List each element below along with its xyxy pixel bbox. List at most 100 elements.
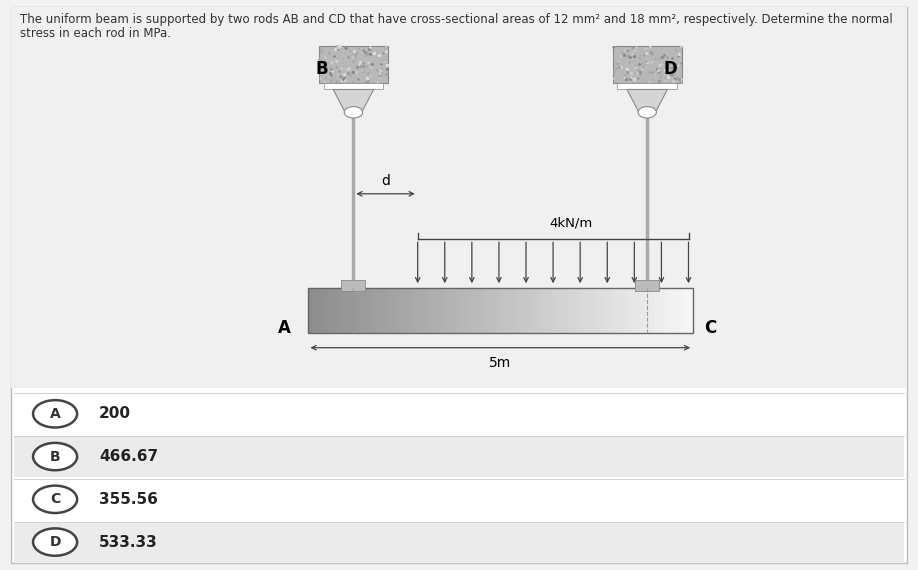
Bar: [524, 288, 529, 333]
Text: 533.33: 533.33: [99, 535, 158, 549]
Bar: [322, 288, 327, 333]
Bar: [472, 288, 476, 333]
Bar: [577, 288, 582, 333]
Circle shape: [33, 400, 77, 428]
Text: d: d: [381, 174, 390, 188]
Text: 5m: 5m: [489, 356, 511, 370]
Bar: [462, 288, 466, 333]
Bar: [476, 288, 481, 333]
Bar: [644, 288, 650, 333]
Bar: [520, 288, 524, 333]
Bar: [554, 288, 558, 333]
Bar: [351, 288, 356, 333]
Bar: [327, 288, 331, 333]
Bar: [337, 288, 341, 333]
Bar: [375, 288, 380, 333]
Bar: [688, 288, 693, 333]
Bar: [11, 7, 907, 388]
Text: The uniform beam is supported by two rods AB and CD that have cross-sectional ar: The uniform beam is supported by two rod…: [20, 13, 893, 26]
Bar: [650, 288, 655, 333]
Bar: [567, 288, 573, 333]
Bar: [14, 393, 904, 434]
Text: 466.67: 466.67: [99, 449, 158, 464]
Text: 4kN/m: 4kN/m: [550, 216, 593, 229]
Bar: [324, 83, 384, 89]
Text: B: B: [315, 60, 328, 78]
Bar: [539, 288, 543, 333]
Bar: [389, 288, 395, 333]
Bar: [543, 288, 549, 333]
Bar: [399, 288, 404, 333]
Bar: [14, 522, 904, 563]
Bar: [611, 288, 616, 333]
Bar: [308, 288, 312, 333]
Bar: [597, 288, 601, 333]
Bar: [635, 288, 640, 333]
Bar: [616, 288, 621, 333]
Bar: [356, 288, 361, 333]
Circle shape: [344, 107, 363, 118]
Bar: [635, 280, 659, 291]
Bar: [683, 288, 688, 333]
Bar: [331, 288, 337, 333]
Text: C: C: [50, 492, 61, 506]
Bar: [613, 46, 681, 83]
Bar: [423, 288, 428, 333]
Bar: [457, 288, 462, 333]
Polygon shape: [627, 89, 667, 112]
Bar: [14, 436, 904, 477]
Bar: [312, 288, 318, 333]
Bar: [665, 288, 669, 333]
Bar: [558, 288, 563, 333]
Bar: [318, 288, 322, 333]
Bar: [588, 288, 592, 333]
Bar: [621, 288, 626, 333]
Text: 200: 200: [99, 406, 131, 421]
Bar: [626, 288, 631, 333]
Text: A: A: [278, 319, 291, 337]
Bar: [370, 288, 375, 333]
Bar: [592, 288, 597, 333]
Bar: [481, 288, 486, 333]
Bar: [385, 288, 389, 333]
Bar: [308, 288, 693, 333]
Bar: [505, 288, 510, 333]
Bar: [453, 288, 457, 333]
Bar: [442, 288, 447, 333]
Bar: [618, 83, 677, 89]
Bar: [500, 288, 505, 333]
Circle shape: [33, 528, 77, 556]
Bar: [607, 288, 611, 333]
Bar: [529, 288, 534, 333]
Bar: [433, 288, 438, 333]
Polygon shape: [333, 89, 374, 112]
Bar: [341, 280, 365, 291]
Bar: [395, 288, 399, 333]
Bar: [674, 288, 678, 333]
Bar: [655, 288, 659, 333]
Circle shape: [638, 107, 656, 118]
Bar: [404, 288, 409, 333]
Text: 355.56: 355.56: [99, 492, 158, 507]
Bar: [341, 288, 346, 333]
Text: B: B: [50, 450, 61, 463]
Bar: [319, 46, 388, 83]
Bar: [582, 288, 588, 333]
Bar: [640, 288, 644, 333]
Bar: [549, 288, 554, 333]
Text: C: C: [704, 319, 716, 337]
Bar: [510, 288, 515, 333]
Bar: [419, 288, 423, 333]
Bar: [466, 288, 472, 333]
Bar: [496, 288, 500, 333]
Circle shape: [33, 486, 77, 513]
Bar: [409, 288, 414, 333]
Bar: [573, 288, 577, 333]
Bar: [447, 288, 453, 333]
Bar: [534, 288, 539, 333]
Text: D: D: [664, 60, 677, 78]
Bar: [428, 288, 433, 333]
Bar: [438, 288, 442, 333]
Text: D: D: [50, 535, 61, 549]
Bar: [380, 288, 385, 333]
